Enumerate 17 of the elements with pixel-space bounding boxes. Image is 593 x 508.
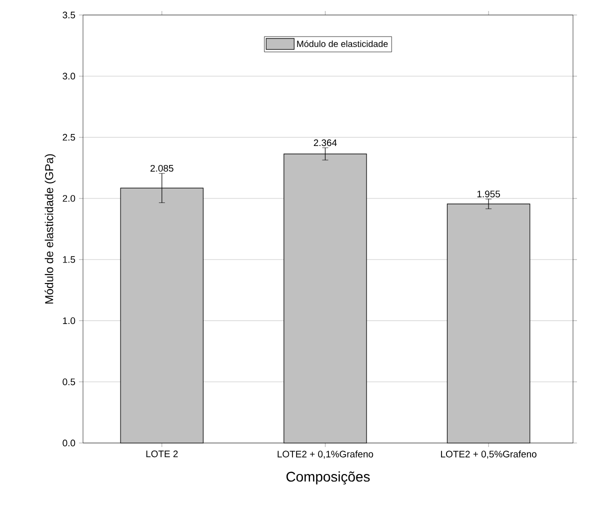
data-label: 2.085	[150, 164, 174, 172]
x-tick-label: LOTE 2	[146, 450, 178, 458]
data-label: 2.364	[314, 139, 337, 146]
y-tick-label: 1.5	[63, 256, 76, 263]
y-tick-label: 1.0	[63, 317, 76, 324]
y-tick-label: 0.0	[62, 440, 76, 446]
x-tick-label: LOTE2 + 0,1%Grafeno	[278, 450, 374, 459]
x-axis-title: Composições	[286, 471, 370, 484]
data-label: 1.955	[477, 190, 500, 198]
y-tick-label: 2.5	[62, 134, 76, 141]
x-tick-label: LOTE2 + 0,5%Grafeno	[441, 450, 536, 459]
y-tick-label: 0.5	[62, 378, 76, 386]
y-tick-label: 3.0	[62, 72, 76, 80]
y-tick-label: 2.0	[62, 195, 76, 202]
y-tick-label: 3.5	[62, 12, 76, 18]
legend-label: Módulo de elasticidade	[297, 40, 388, 48]
y-axis-title: Módulo de elasticidade (GPa)	[44, 154, 56, 304]
